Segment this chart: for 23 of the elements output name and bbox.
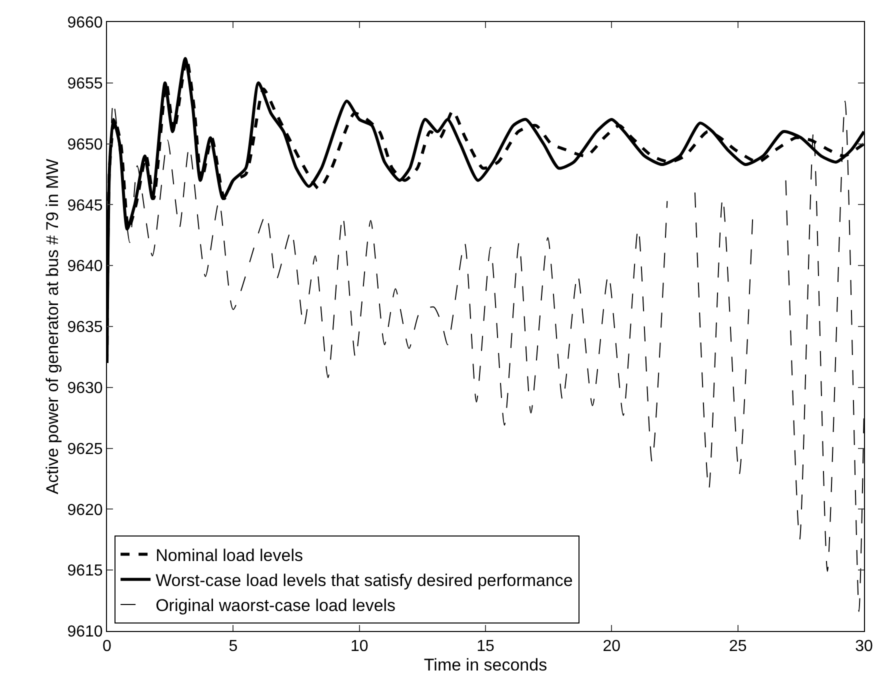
y-tick-label: 9635 xyxy=(67,319,103,336)
y-tick-label: 9625 xyxy=(67,440,103,458)
x-tick-label: 20 xyxy=(602,638,621,656)
y-tick-label: 9655 xyxy=(67,76,103,92)
x-tick-label: 0 xyxy=(102,638,112,656)
y-tick-label: 9630 xyxy=(67,380,103,397)
y-tick-label: 9640 xyxy=(67,258,103,276)
y-tick-label: 9660 xyxy=(67,14,103,32)
x-axis-title: Time in seconds xyxy=(424,656,548,675)
y-tick-label: 9650 xyxy=(67,136,103,154)
x-tick-label: 25 xyxy=(728,638,747,656)
x-tick-label: 10 xyxy=(350,638,368,656)
x-tick-label: 30 xyxy=(855,638,873,656)
legend-label: Worst-case load levels that satisfy desired performance xyxy=(156,570,573,590)
x-tick-label: 15 xyxy=(476,638,494,656)
y-tick-label: 9610 xyxy=(67,624,103,641)
legend-label: Nominal load levels xyxy=(156,546,303,565)
x-tick-label: 5 xyxy=(228,638,238,656)
y-tick-label: 9620 xyxy=(67,502,103,519)
y-tick-label: 9645 xyxy=(67,197,103,214)
legend-label: Original waorst-case load levels xyxy=(156,596,396,616)
y-axis-title: Active power of generator at bus # 79 in MW xyxy=(42,158,62,494)
y-tick-label: 9615 xyxy=(67,562,103,580)
